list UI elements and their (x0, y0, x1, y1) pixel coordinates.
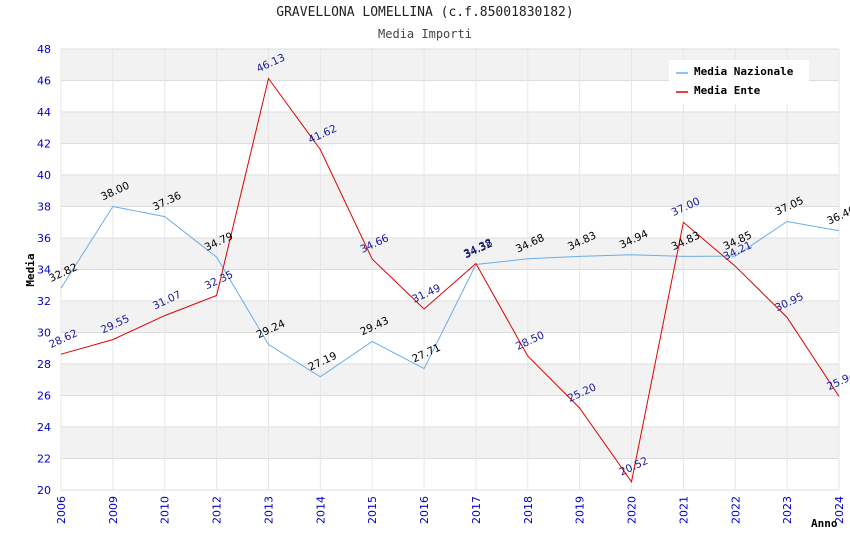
x-tick-label: 2024 (833, 496, 846, 524)
y-axis-ticks: 20 22 24 26 28 30 32 34 36 38 40 42 44 46 48 (37, 43, 51, 497)
legend-label-ente: Media Ente (694, 84, 761, 97)
x-tick-label: 2012 (211, 496, 224, 524)
legend-label-nazionale: Media Nazionale (694, 65, 794, 78)
legend: Media Nazionale Media Ente (669, 60, 809, 104)
x-tick-label: 2018 (522, 496, 535, 524)
y-tick-label: 30 (37, 327, 51, 340)
grid-band (61, 175, 839, 207)
y-tick-label: 28 (37, 358, 51, 371)
x-tick-label: 2009 (107, 496, 120, 524)
y-tick-label: 24 (37, 421, 51, 434)
y-tick-label: 48 (37, 43, 51, 56)
x-tick-label: 2021 (677, 496, 690, 524)
grid-band (61, 238, 839, 270)
x-tick-label: 2016 (418, 496, 431, 524)
chart-title: GRAVELLONA LOMELLINA (c.f.85001830182) (276, 5, 574, 20)
y-tick-label: 20 (37, 484, 51, 497)
grid-band (61, 395, 839, 427)
y-tick-label: 36 (37, 232, 51, 245)
y-tick-label: 34 (37, 264, 51, 277)
grid-band (61, 427, 839, 459)
y-tick-label: 44 (37, 106, 51, 119)
y-tick-label: 26 (37, 390, 51, 403)
y-tick-label: 22 (37, 453, 51, 466)
x-axis-title: Anno (811, 517, 838, 530)
x-tick-label: 2020 (626, 496, 639, 524)
y-tick-label: 40 (37, 169, 51, 182)
y-tick-label: 32 (37, 295, 51, 308)
y-tick-label: 46 (37, 75, 51, 88)
grid-band (61, 458, 839, 490)
y-axis-title: Media (24, 253, 37, 286)
gridlines (60, 48, 840, 491)
x-tick-label: 2014 (314, 496, 327, 524)
x-tick-label: 2022 (729, 496, 742, 524)
x-tick-label: 2006 (55, 496, 68, 524)
grid-band (61, 332, 839, 364)
grid-band (61, 143, 839, 175)
x-axis-ticks: 2006 2009 2010 2012 2013 2014 2015 2016 2017 2018… (55, 496, 846, 524)
grid-band (61, 269, 839, 301)
grid-bands (61, 49, 839, 490)
legend-box (669, 60, 809, 104)
series-line-nazionale (60, 205, 840, 378)
x-tick-label: 2013 (262, 496, 275, 524)
x-tick-label: 2015 (366, 496, 379, 524)
x-tick-label: 2019 (574, 496, 587, 524)
chart-subtitle: Media Importi (378, 27, 472, 41)
grid-band (61, 112, 839, 144)
series-line-ente (60, 77, 840, 484)
x-tick-label: 2017 (470, 496, 483, 524)
x-tick-label: 2010 (159, 496, 172, 524)
grid-band (61, 206, 839, 238)
y-tick-label: 42 (37, 138, 51, 151)
grid-band (61, 364, 839, 396)
series-lines (60, 77, 840, 484)
y-tick-label: 38 (37, 201, 51, 214)
x-tick-label: 2023 (781, 496, 794, 524)
